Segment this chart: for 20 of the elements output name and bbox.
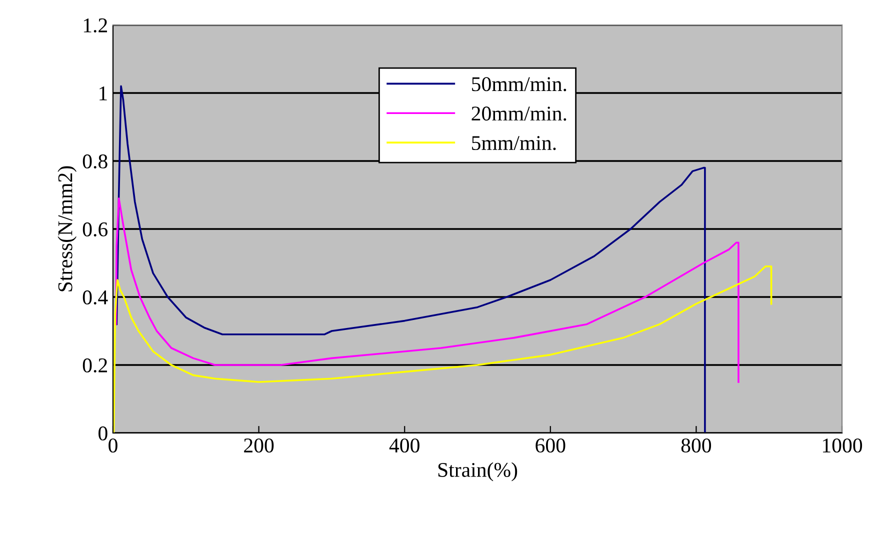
legend-label: 20mm/min. (472, 106, 566, 121)
x-tick-label: 1000 (823, 438, 862, 453)
legend-label: 50mm/min. (472, 77, 566, 92)
y-tick-label: 1 (100, 86, 107, 100)
line-series (115, 197, 740, 383)
legend-label: 5mm/min. (472, 136, 556, 150)
y-tick-label: 0.8 (82, 154, 108, 169)
x-tick-label: 0 (108, 438, 118, 453)
x-tick-label: 600 (536, 438, 566, 453)
y-tick-label: 0.4 (82, 290, 108, 305)
x-tick-label: 800 (681, 438, 712, 453)
y-axis-title: Stress(N/mm2) (58, 166, 77, 292)
y-tick-label: 1.2 (84, 18, 107, 33)
line-series (113, 265, 772, 433)
y-tick-label: 0.6 (82, 222, 108, 237)
y-tick-label: 0.2 (82, 358, 107, 373)
y-tick-label: 0 (98, 426, 108, 440)
x-axis-title: Strain(%) (438, 462, 518, 482)
x-tick-label: 400 (389, 438, 420, 453)
x-tick-label: 200 (244, 438, 274, 453)
